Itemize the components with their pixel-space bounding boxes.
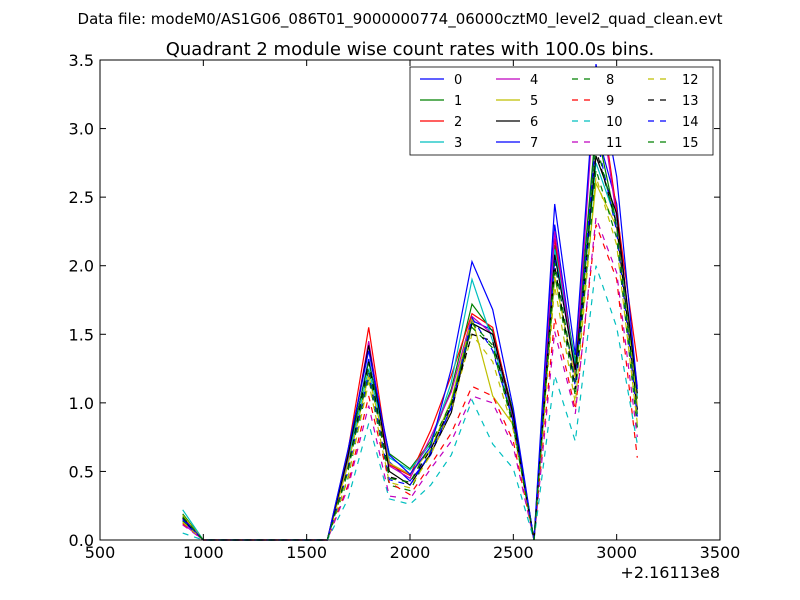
legend-label-1: 1 xyxy=(454,94,462,109)
x-tick-label: 1000 xyxy=(183,543,224,562)
series-11-line xyxy=(182,217,638,541)
series-9-line xyxy=(182,224,638,541)
legend-label-13: 13 xyxy=(682,94,699,109)
x-tick-label: 1500 xyxy=(286,543,327,562)
x-tick-label: 3500 xyxy=(700,543,741,562)
series-5-line xyxy=(182,181,638,541)
chart-title: Quadrant 2 module wise count rates with … xyxy=(166,39,655,60)
legend-label-6: 6 xyxy=(530,115,538,130)
legend-label-5: 5 xyxy=(530,94,538,109)
y-tick-label: 1.0 xyxy=(69,394,94,413)
legend-label-8: 8 xyxy=(606,73,614,88)
legend-label-14: 14 xyxy=(682,115,699,130)
y-tick-label: 3.0 xyxy=(69,120,94,139)
figure-suptitle: Data file: modeM0/AS1G06_086T01_90000007… xyxy=(78,10,723,29)
y-tick-label: 0.5 xyxy=(69,462,94,481)
x-tick-label: 3000 xyxy=(596,543,637,562)
x-tick-label: 2000 xyxy=(390,543,431,562)
legend-label-4: 4 xyxy=(530,73,538,88)
legend-label-12: 12 xyxy=(682,73,699,88)
legend-label-15: 15 xyxy=(682,136,699,151)
legend-label-11: 11 xyxy=(606,136,623,151)
legend-box xyxy=(409,66,714,156)
y-tick-label: 1.5 xyxy=(69,325,94,344)
x-tick-label: 2500 xyxy=(493,543,534,562)
y-tick-label: 0.0 xyxy=(69,531,94,550)
legend-label-10: 10 xyxy=(606,115,623,130)
legend-label-9: 9 xyxy=(606,94,614,109)
x-tick-label: 500 xyxy=(85,543,116,562)
axes: 500 1000 1500 2000 2500 3000 3500 0.0 0.5 1.0 1.5 2… xyxy=(69,51,741,562)
series-8-line xyxy=(182,169,638,541)
y-tick-label: 3.5 xyxy=(69,51,94,70)
y-tick-label: 2.0 xyxy=(69,257,94,276)
series-12-line xyxy=(182,176,638,541)
legend-label-0: 0 xyxy=(454,73,462,88)
legend-label-3: 3 xyxy=(454,136,462,151)
legend-label-2: 2 xyxy=(454,115,462,130)
y-tick-label: 2.5 xyxy=(69,188,94,207)
x-offset-label: +2.16113e8 xyxy=(620,563,720,582)
legend-label-7: 7 xyxy=(530,136,538,151)
